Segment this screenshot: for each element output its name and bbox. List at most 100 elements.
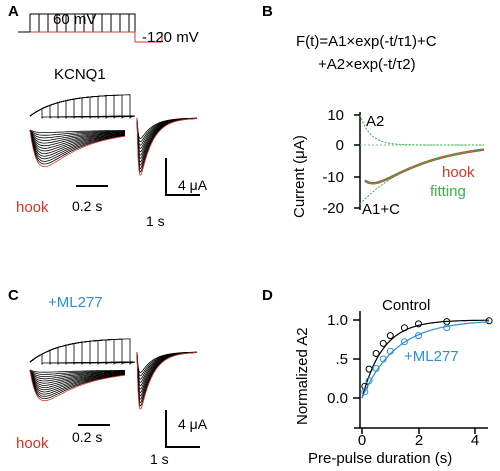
- y-tick-0: 0.0: [327, 390, 348, 407]
- condition-label: +ML277: [48, 294, 103, 311]
- data-point-control: [365, 365, 373, 373]
- current-trace: [29, 98, 136, 119]
- current-traces-top: [29, 338, 136, 365]
- depol-voltage-label: 60 mV: [53, 11, 96, 28]
- channel-label: KCNQ1: [54, 66, 106, 83]
- a2-component-curve: [359, 114, 484, 146]
- equation-line2: +A2×exp(-t/τ2): [318, 56, 416, 73]
- hook-label: hook: [442, 164, 475, 181]
- hook-trace: [29, 369, 126, 402]
- panel-a-letter: A: [8, 3, 19, 20]
- tail-trace: [29, 129, 126, 133]
- tail-trace: [29, 369, 126, 375]
- data-point-control: [400, 324, 408, 332]
- panel-c-letter: C: [8, 287, 19, 304]
- fit-curve-control: [361, 319, 490, 399]
- data-point-ml277: [379, 355, 387, 363]
- protocol-hook-step: [30, 31, 163, 43]
- data-point-ml277: [415, 332, 422, 340]
- data-point-control: [386, 332, 394, 340]
- hook-trace: [136, 117, 197, 176]
- data-point-control: [415, 320, 422, 328]
- tail-trace: [29, 129, 126, 165]
- tail-trace: [29, 129, 126, 160]
- data-point-ml277: [400, 338, 408, 346]
- time-scale-label: 0.2 s: [72, 198, 102, 214]
- equation-line1: F(t)=A1×exp(-t/τ1)+C: [296, 33, 437, 50]
- tail-trace: [29, 129, 125, 141]
- x-axis-label: Pre-pulse duration (s): [308, 450, 452, 467]
- tail-current-traces: [136, 351, 198, 410]
- current-trace: [29, 339, 136, 365]
- current-trace: [29, 94, 136, 119]
- current-trace: [29, 97, 136, 119]
- hook-label: hook: [16, 435, 49, 452]
- tail-trace: [29, 369, 125, 380]
- tail-trace: [29, 129, 126, 162]
- current-scale-label: 4 μA: [178, 177, 208, 193]
- current-traces-top: [29, 94, 136, 119]
- y-tick-minus-20: -20: [322, 200, 344, 217]
- voltage-protocol: [18, 13, 163, 43]
- time-scale-label: 0.2 s: [72, 429, 102, 445]
- data-point-ml277: [443, 324, 451, 332]
- fitting-label: fitting: [430, 183, 466, 200]
- current-trace: [29, 100, 136, 119]
- current-trace: [29, 94, 136, 119]
- legend-ml277: +ML277: [404, 348, 459, 365]
- current-trace: [29, 96, 136, 119]
- tail-trace: [29, 129, 126, 144]
- tail-trace: [29, 369, 126, 386]
- d-ticks: [353, 319, 476, 434]
- panel-d: D Normalized A2 Pre-pulse duration (s) 1…: [262, 287, 493, 467]
- data-point-control: [485, 317, 493, 325]
- tail-trace: [29, 369, 126, 391]
- scale-bar-current-time: [165, 158, 200, 196]
- tail-trace: [29, 129, 125, 136]
- y-tick-0: 0: [336, 137, 344, 154]
- tail-trace: [29, 369, 125, 382]
- tail-trace: [29, 369, 125, 373]
- x-tick-2: 2: [415, 432, 423, 449]
- legend-control: Control: [382, 297, 430, 314]
- tail-trace: [29, 369, 126, 389]
- a1c-label: A1+C: [362, 201, 400, 218]
- hook-trace: [29, 129, 126, 168]
- y-tick-10: 10: [327, 107, 344, 124]
- y-axis-label: Normalized A2: [294, 327, 311, 425]
- current-trace: [29, 346, 136, 365]
- tail-trace: [29, 129, 126, 152]
- data-point-ml277: [361, 388, 369, 396]
- repol-voltage-label: -120 mV: [142, 29, 199, 46]
- current-trace: [29, 341, 136, 365]
- panel-d-letter: D: [262, 287, 273, 304]
- panel-b-letter: B: [262, 3, 273, 20]
- panel-a: A 60 mV -120 mV KCNQ1 hook 0.2 s 4 μA 1 …: [8, 3, 208, 229]
- panel-b: B F(t)=A1×exp(-t/τ1)+C +A2×exp(-t/τ2) Cu…: [262, 3, 485, 218]
- scale-bar-current-time: [165, 410, 200, 448]
- tail-trace: [29, 369, 126, 393]
- tail-current-traces: [136, 117, 198, 176]
- current-trace: [29, 338, 136, 365]
- data-point-control: [372, 350, 380, 357]
- data-point-control: [379, 339, 387, 347]
- tail-trace: [29, 129, 126, 149]
- tail-trace: [29, 369, 126, 397]
- current-trace: [29, 102, 136, 119]
- y-tick-0-5: .5: [335, 351, 348, 368]
- tail-trace: [29, 369, 126, 377]
- tail-trace: [29, 129, 126, 155]
- y-axis-label: Current (μA): [291, 135, 308, 218]
- panel-c: C +ML277 hook 0.2 s 4 μA 1 s: [8, 287, 208, 467]
- data-point-ml277: [365, 377, 373, 385]
- current-trace: [29, 344, 136, 365]
- tail-current-inset: [29, 129, 126, 168]
- tail-current-inset: [29, 369, 126, 402]
- tail-trace: [29, 369, 126, 384]
- tail-trace: [29, 129, 126, 139]
- time-scale2-label: 1 s: [150, 451, 169, 467]
- tail-trace: [29, 129, 126, 157]
- fit-curve: [364, 149, 485, 184]
- hook-label: hook: [16, 199, 49, 216]
